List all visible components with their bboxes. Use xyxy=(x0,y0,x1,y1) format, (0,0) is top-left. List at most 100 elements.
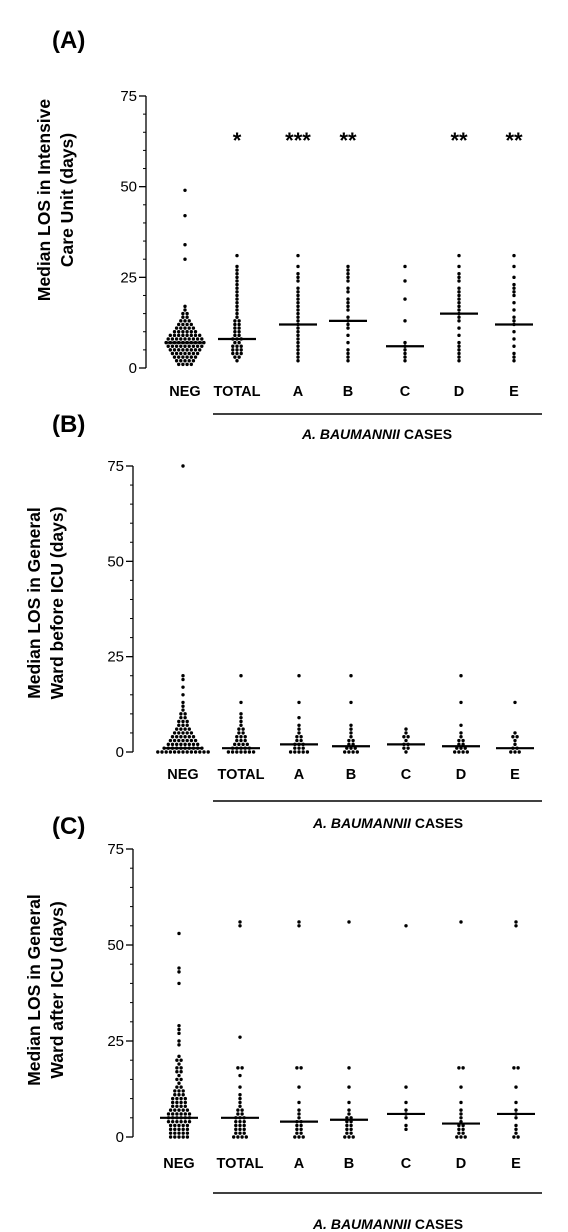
y-tick-label: 75 xyxy=(120,88,137,105)
group-label-rest: CASES xyxy=(411,1216,463,1232)
data-point xyxy=(235,304,239,309)
data-point xyxy=(177,348,181,352)
data-point xyxy=(181,708,185,712)
data-point xyxy=(297,715,301,720)
data-point xyxy=(241,742,245,747)
data-point xyxy=(179,1085,183,1089)
data-point xyxy=(181,315,185,319)
data-point xyxy=(183,359,187,363)
data-point xyxy=(175,1100,179,1105)
data-point xyxy=(179,715,183,720)
data-point xyxy=(236,1135,240,1139)
data-point xyxy=(238,1035,242,1039)
data-point xyxy=(453,750,457,754)
data-point xyxy=(179,1077,183,1082)
data-point xyxy=(299,735,303,739)
data-point xyxy=(183,712,187,716)
data-point xyxy=(171,1100,175,1105)
data-point xyxy=(177,1027,181,1032)
data-point xyxy=(514,1131,518,1135)
panel-a: (A) Median LOS in Intensive Care Unit (d… xyxy=(34,27,542,442)
data-point xyxy=(346,348,350,352)
data-point xyxy=(193,330,198,334)
data-point xyxy=(168,1127,173,1132)
data-point xyxy=(347,750,351,754)
category-label: A xyxy=(293,384,304,400)
data-point xyxy=(191,337,196,341)
data-point xyxy=(238,1096,242,1101)
data-point xyxy=(174,344,179,348)
data-point xyxy=(185,738,189,743)
data-point xyxy=(181,464,185,468)
data-point xyxy=(235,301,239,305)
data-point xyxy=(183,319,187,323)
data-point xyxy=(230,750,235,754)
data-point xyxy=(185,1127,190,1132)
data-point xyxy=(189,330,193,334)
data-point xyxy=(240,1108,244,1112)
data-point xyxy=(185,731,189,735)
category-label: NEG xyxy=(169,384,200,400)
data-point xyxy=(346,297,350,301)
data-point xyxy=(183,1096,187,1101)
y-tick-label: 75 xyxy=(107,841,124,858)
data-point xyxy=(513,750,517,754)
data-point xyxy=(177,1031,181,1036)
data-point xyxy=(177,1054,181,1059)
data-point xyxy=(175,1058,179,1062)
data-point xyxy=(461,1127,465,1132)
data-point xyxy=(185,1135,190,1139)
data-point xyxy=(459,1116,463,1120)
data-point xyxy=(296,308,300,312)
data-point xyxy=(404,750,408,754)
data-point xyxy=(175,727,179,731)
data-point xyxy=(185,333,189,338)
data-point xyxy=(172,333,177,338)
data-point xyxy=(346,268,350,272)
data-point xyxy=(457,1066,461,1070)
data-point xyxy=(234,1127,238,1132)
y-tick-label: 50 xyxy=(107,553,124,570)
data-point xyxy=(457,290,461,294)
data-point xyxy=(175,1085,179,1089)
category-label: TOTAL xyxy=(218,767,265,783)
data-point xyxy=(235,264,239,269)
data-point xyxy=(179,1066,183,1070)
data-point xyxy=(235,311,239,316)
data-point xyxy=(461,1131,465,1135)
data-point xyxy=(346,322,350,327)
data-point xyxy=(351,1135,355,1139)
data-point xyxy=(345,1127,349,1132)
significance-marker: *** xyxy=(285,128,311,153)
data-point xyxy=(177,750,181,754)
data-point xyxy=(514,1085,518,1089)
data-point xyxy=(183,1112,187,1116)
data-point xyxy=(235,282,239,287)
data-point xyxy=(402,746,406,750)
data-point xyxy=(185,322,189,327)
data-point xyxy=(177,738,181,743)
data-point xyxy=(198,348,202,352)
data-point xyxy=(512,319,516,323)
data-point xyxy=(181,750,185,754)
data-point xyxy=(239,712,243,716)
data-point xyxy=(513,700,517,705)
data-point xyxy=(191,326,196,330)
data-point xyxy=(512,275,516,280)
data-point xyxy=(457,326,461,330)
data-point xyxy=(187,344,191,348)
data-point xyxy=(457,1131,461,1135)
data-point xyxy=(235,275,239,280)
data-point xyxy=(177,1043,181,1047)
data-point xyxy=(238,1123,242,1128)
data-point xyxy=(181,677,185,682)
data-point xyxy=(237,322,241,327)
data-point xyxy=(243,750,247,754)
data-point xyxy=(293,1135,297,1139)
data-point xyxy=(346,333,350,338)
data-point xyxy=(403,355,407,359)
data-point xyxy=(181,1108,185,1112)
data-point xyxy=(512,293,516,298)
data-point xyxy=(191,351,196,356)
data-point xyxy=(177,1073,181,1078)
